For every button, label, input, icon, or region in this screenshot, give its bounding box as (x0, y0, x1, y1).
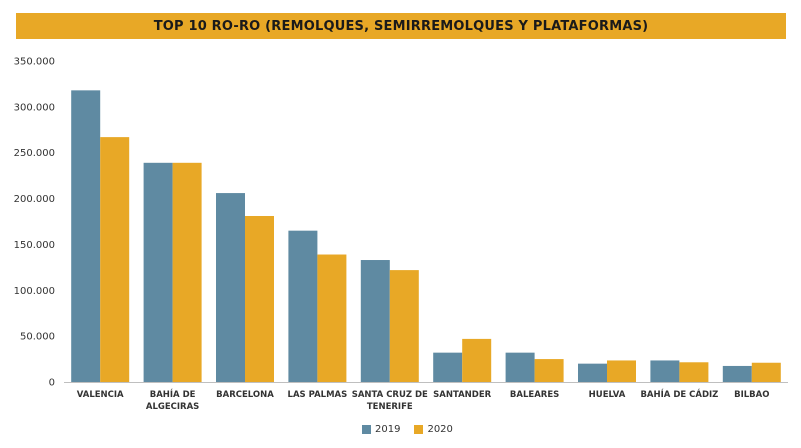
legend-item-2019: 2019 (362, 424, 400, 435)
bar-2019 (360, 260, 390, 382)
x-tick-label: SANTA CRUZ DE (352, 390, 428, 400)
y-tick-label: 350.000 (14, 57, 55, 68)
bar-2019 (71, 90, 101, 382)
y-tick-label: 150.000 (14, 240, 55, 251)
x-tick-label: BARCELONA (216, 390, 274, 400)
bar-2019 (722, 365, 752, 382)
bar-2020 (607, 360, 636, 382)
x-tick-label: BAHÍA DE CÁDIZ (640, 388, 718, 400)
legend: 2019 2020 (362, 424, 453, 435)
legend-item-2020: 2020 (414, 424, 453, 435)
bar-2019 (433, 352, 463, 382)
chart-title-bar: TOP 10 RO-RO (REMOLQUES, SEMIRREMOLQUES … (16, 13, 786, 39)
bar-2020 (751, 362, 781, 382)
bar-2020 (172, 162, 202, 382)
bar-2020 (389, 270, 419, 382)
x-tick-label: VALENCIA (77, 390, 124, 400)
bar-2020 (679, 362, 709, 382)
bar-2020 (317, 254, 347, 382)
chart-title: TOP 10 RO-RO (REMOLQUES, SEMIRREMOLQUES … (153, 18, 649, 34)
x-tick-label: BALEARES (510, 390, 559, 400)
legend-swatch-2019 (362, 425, 371, 434)
y-tick-label: 300.000 (14, 102, 55, 113)
bar-2019 (216, 193, 245, 382)
bar-2019 (650, 360, 680, 382)
bar-2019 (578, 363, 607, 382)
bar-2020 (462, 338, 492, 382)
x-tick-label: BAHÍA DE (150, 388, 196, 400)
y-tick-label: 200.000 (14, 194, 55, 205)
x-tick-label: SANTANDER (433, 390, 492, 400)
legend-swatch-2020 (414, 425, 424, 434)
bar-2020 (245, 215, 274, 382)
x-tick-label: ALGECIRAS (146, 402, 199, 412)
y-tick-label: 50.000 (20, 332, 55, 343)
x-tick-label: TENERIFE (367, 402, 413, 412)
x-tick-label: HUELVA (589, 390, 626, 400)
legend-label-2019: 2019 (375, 424, 401, 435)
bar-2019 (143, 162, 173, 382)
axis-group: 0 50.000 100.000 150.000 200.000 250.000 300.0… (14, 57, 788, 412)
bar-2019 (505, 352, 535, 382)
x-tick-label: LAS PALMAS (288, 390, 348, 400)
y-tick-label: 100.000 (14, 286, 55, 297)
legend-label-2020: 2020 (427, 424, 453, 435)
bars-group (71, 90, 781, 382)
bar-2020 (534, 359, 564, 382)
bar-2020 (100, 137, 130, 382)
y-tick-label: 250.000 (14, 148, 55, 159)
x-tick-label: BILBAO (734, 390, 769, 400)
bar-2019 (288, 230, 318, 382)
y-tick-label: 0 (49, 378, 55, 389)
